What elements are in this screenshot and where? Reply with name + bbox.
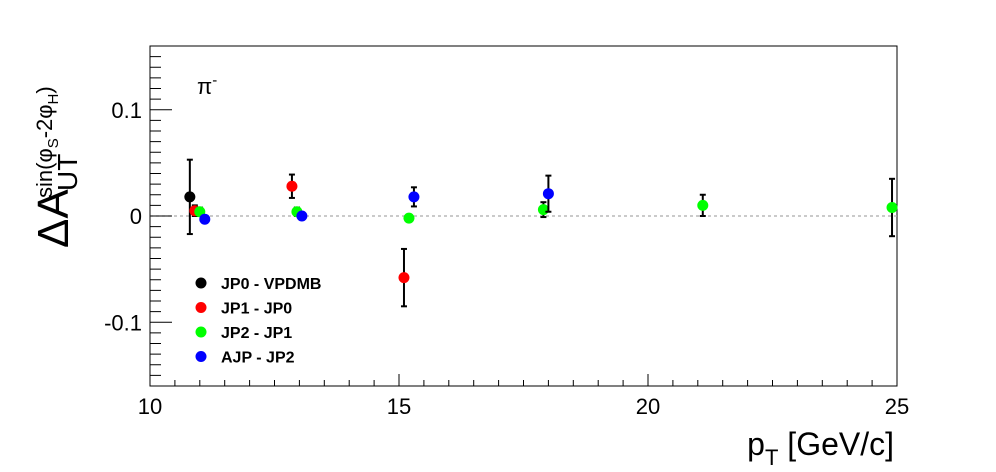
particle-annotation: π- [197, 72, 217, 99]
data-point [408, 191, 420, 203]
data-point [184, 191, 196, 203]
data-point [403, 212, 415, 224]
x-axis-title-sub: T [765, 445, 778, 470]
x-tick-label: 20 [636, 394, 660, 419]
legend-marker [195, 351, 207, 362]
series-0 [184, 158, 196, 236]
x-tick-label: 10 [138, 394, 162, 419]
y-axis-title-sup-sub1: S [45, 138, 62, 148]
annotation-sup: - [212, 72, 217, 89]
x-axis-title-base: p [747, 426, 765, 462]
legend: JP0 - VPDMB JP1 - JP0 JP2 - JP1 AJP - JP2 [195, 276, 321, 367]
x-axis-title: pT [GeV/c] [747, 426, 894, 470]
x-axis: 10 15 20 25 [138, 374, 909, 419]
y-axis-title: ΔA UT sin(φS-2φH) [29, 86, 83, 248]
x-tick-label: 15 [387, 394, 411, 419]
data-point [286, 180, 298, 192]
x-axis-title-rest: [GeV/c] [778, 426, 894, 462]
y-axis-title-sup: sin(φS-2φH) [32, 86, 62, 198]
y-axis-title-sup-a: sin(φ [32, 148, 57, 198]
series-2 [194, 177, 898, 238]
data-point [886, 202, 898, 213]
legend-marker [195, 302, 207, 313]
series-3 [199, 174, 554, 225]
data-point [537, 204, 549, 216]
x-tick-label: 25 [885, 394, 909, 419]
y-tick-label: -0.1 [104, 310, 142, 335]
y-axis-title-base: A [29, 189, 78, 219]
data-point [296, 210, 308, 222]
y-tick-label: 0.1 [111, 98, 142, 123]
data-point [697, 199, 709, 211]
legend-label: JP2 - JP1 [221, 325, 292, 342]
y-axis-title-delta: Δ [29, 219, 78, 248]
annotation-base: π [197, 74, 212, 99]
y-axis: -0.1 0 0.1 [104, 45, 172, 387]
y-axis-title-sup-end: ) [32, 86, 57, 93]
y-axis-title-main: ΔA [29, 189, 78, 248]
y-tick-label: 0 [130, 204, 142, 229]
legend-marker [195, 277, 207, 289]
legend-label: AJP - JP2 [221, 350, 295, 367]
y-axis-title-sup-sub2: H [45, 94, 62, 105]
y-axis-title-sub: UT [52, 154, 83, 191]
data-point [542, 188, 554, 200]
data-points [184, 158, 898, 308]
legend-label: JP0 - VPDMB [221, 276, 321, 293]
legend-marker [195, 326, 207, 338]
data-point [199, 213, 211, 225]
legend-label: JP1 - JP0 [221, 301, 292, 318]
y-axis-title-sup-mid: -2φ [32, 104, 57, 138]
data-point [398, 272, 410, 284]
